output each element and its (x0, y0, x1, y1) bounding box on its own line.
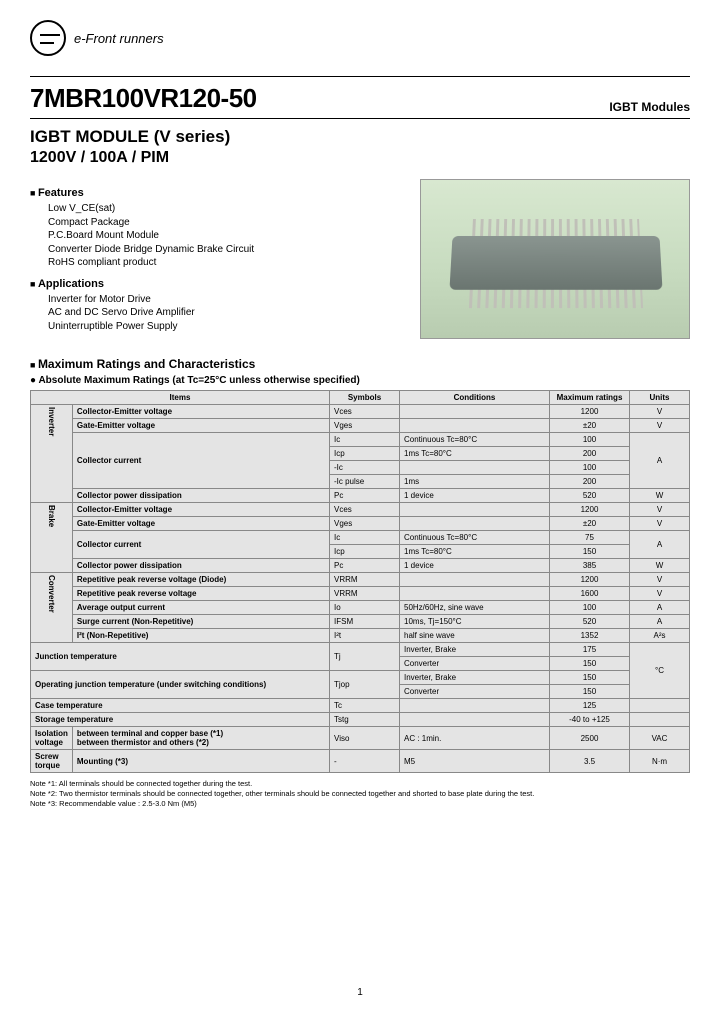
col-conditions: Conditions (400, 391, 550, 405)
feature-item: Low V_CE(sat) (48, 202, 400, 216)
item-cell: I²t (Non-Repetitive) (72, 629, 329, 643)
table-row: Junction temperatureTjInverter, Brake175… (31, 643, 690, 657)
module-subtitle: IGBT MODULE (V series) (30, 127, 690, 147)
group-label: Converter (31, 573, 73, 643)
title-row: 7MBR100VR120-50 IGBT Modules (30, 76, 690, 114)
item-cell: Operating junction temperature (under sw… (31, 671, 330, 699)
item-cell: Collector-Emitter voltage (72, 503, 329, 517)
info-row: Features Low V_CE(sat) Compact Package P… (30, 179, 690, 339)
note-line: Note *1: All terminals should be connect… (30, 779, 690, 789)
item-cell: Collector power dissipation (72, 489, 329, 503)
feature-item: Converter Diode Bridge Dynamic Brake Cir… (48, 243, 400, 257)
item-cell: Collector-Emitter voltage (72, 405, 329, 419)
table-row: ConverterRepetitive peak reverse voltage… (31, 573, 690, 587)
col-items: Items (31, 391, 330, 405)
table-row: Case temperatureTc125 (31, 699, 690, 713)
item-cell: Case temperature (31, 699, 330, 713)
col-symbols: Symbols (330, 391, 400, 405)
item-cell: Gate-Emitter voltage (72, 419, 329, 433)
table-row: Screw torqueMounting (*3)-M53.5N·m (31, 750, 690, 773)
part-number: 7MBR100VR120-50 (30, 83, 257, 114)
application-item: Uninterruptible Power Supply (48, 320, 400, 334)
group-label: Inverter (31, 405, 73, 503)
table-row: Isolation voltagebetween terminal and co… (31, 727, 690, 750)
table-row: BrakeCollector-Emitter voltageVces1200V (31, 503, 690, 517)
table-row: Gate-Emitter voltageVges±20V (31, 517, 690, 531)
note-line: Note *2: Two thermistor terminals should… (30, 789, 690, 799)
brand-name: e-Front runners (74, 31, 164, 46)
table-row: Collector currentIcContinuous Tc=80°C100… (31, 433, 690, 447)
table-row: Gate-Emitter voltageVges±20V (31, 419, 690, 433)
item-cell: Collector current (72, 433, 329, 489)
applications-list: Inverter for Motor Drive AC and DC Servo… (30, 293, 400, 334)
item-cell: Junction temperature (31, 643, 330, 671)
feature-item: Compact Package (48, 216, 400, 230)
table-row: Storage temperatureTstg-40 to +125 (31, 713, 690, 727)
features-list: Low V_CE(sat) Compact Package P.C.Board … (30, 202, 400, 270)
product-image (420, 179, 690, 339)
group-label: Brake (31, 503, 73, 573)
brand-logo-icon (30, 20, 66, 56)
item-cell: Collector power dissipation (72, 559, 329, 573)
item-cell: Surge current (Non-Repetitive) (72, 615, 329, 629)
item-cell: Average output current (72, 601, 329, 615)
item-cell: Repetitive peak reverse voltage (Diode) (72, 573, 329, 587)
table-header-row: Items Symbols Conditions Maximum ratings… (31, 391, 690, 405)
table-row: Collector power dissipationPc1 device520… (31, 489, 690, 503)
table-row: InverterCollector-Emitter voltageVces120… (31, 405, 690, 419)
item-cell: Collector current (72, 531, 329, 559)
feature-item: RoHS compliant product (48, 256, 400, 270)
spec-line: 1200V / 100A / PIM (30, 149, 690, 167)
table-row: Collector currentIcContinuous Tc=80°C75A (31, 531, 690, 545)
item-cell: Screw torque (31, 750, 73, 773)
item-cell: Storage temperature (31, 713, 330, 727)
features-heading: Features (30, 187, 400, 199)
ratings-table: Items Symbols Conditions Maximum ratings… (30, 390, 690, 773)
table-row: Operating junction temperature (under sw… (31, 671, 690, 685)
item-cell: Repetitive peak reverse voltage (72, 587, 329, 601)
absolute-ratings-heading: Absolute Maximum Ratings (at Tc=25°C unl… (30, 375, 690, 386)
col-units: Units (630, 391, 690, 405)
table-row: Average output currentIo50Hz/60Hz, sine … (31, 601, 690, 615)
application-item: AC and DC Servo Drive Amplifier (48, 306, 400, 320)
applications-heading: Applications (30, 278, 400, 290)
module-illustration (449, 236, 662, 290)
feature-item: P.C.Board Mount Module (48, 229, 400, 243)
header: e-Front runners (30, 20, 690, 56)
table-row: I²t (Non-Repetitive)I²thalf sine wave135… (31, 629, 690, 643)
notes: Note *1: All terminals should be connect… (30, 779, 690, 808)
note-line: Note *3: Recommendable value : 2.5-3.0 N… (30, 799, 690, 809)
table-row: Collector power dissipationPc1 device385… (31, 559, 690, 573)
col-max: Maximum ratings (550, 391, 630, 405)
table-row: Repetitive peak reverse voltageVRRM1600V (31, 587, 690, 601)
table-row: Surge current (Non-Repetitive)IFSM10ms, … (31, 615, 690, 629)
page-number: 1 (357, 987, 363, 998)
application-item: Inverter for Motor Drive (48, 293, 400, 307)
item-cell: Gate-Emitter voltage (72, 517, 329, 531)
ratings-heading: Maximum Ratings and Characteristics (30, 357, 690, 371)
item-cell: Isolation voltage (31, 727, 73, 750)
divider (30, 118, 690, 119)
category-label: IGBT Modules (609, 100, 690, 114)
